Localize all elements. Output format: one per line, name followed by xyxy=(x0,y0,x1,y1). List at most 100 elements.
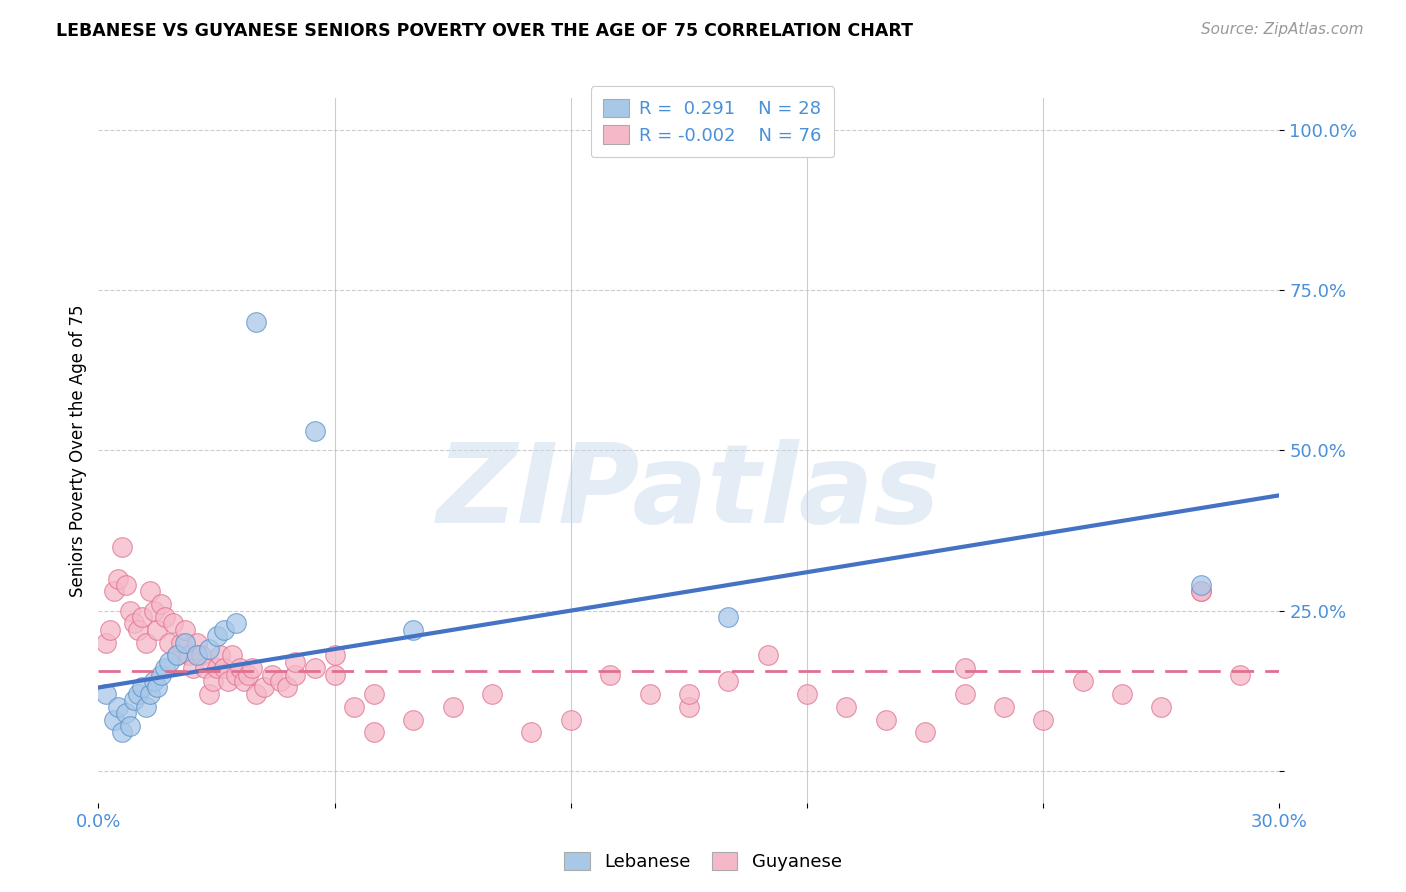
Point xyxy=(194,661,217,675)
Point xyxy=(363,687,385,701)
Point xyxy=(914,725,936,739)
Point xyxy=(205,661,228,675)
Point xyxy=(131,681,153,695)
Point xyxy=(1189,584,1212,599)
Point xyxy=(155,610,177,624)
Point xyxy=(127,623,149,637)
Point xyxy=(205,629,228,643)
Point xyxy=(225,667,247,681)
Point xyxy=(402,713,425,727)
Point xyxy=(993,699,1015,714)
Point xyxy=(221,648,243,663)
Point xyxy=(260,667,283,681)
Point xyxy=(96,635,118,649)
Point xyxy=(138,687,160,701)
Legend: R =  0.291    N = 28, R = -0.002    N = 76: R = 0.291 N = 28, R = -0.002 N = 76 xyxy=(591,86,834,157)
Point xyxy=(103,713,125,727)
Point xyxy=(638,687,661,701)
Point xyxy=(181,661,204,675)
Point xyxy=(174,623,197,637)
Point xyxy=(835,699,858,714)
Point xyxy=(875,713,897,727)
Point xyxy=(245,315,267,329)
Point xyxy=(155,661,177,675)
Point xyxy=(284,667,307,681)
Point xyxy=(304,424,326,438)
Point xyxy=(157,635,180,649)
Point xyxy=(177,648,200,663)
Point xyxy=(1032,713,1054,727)
Point xyxy=(135,635,157,649)
Point xyxy=(233,674,256,689)
Point xyxy=(135,699,157,714)
Point xyxy=(756,648,779,663)
Point xyxy=(190,648,212,663)
Point xyxy=(284,655,307,669)
Point xyxy=(717,610,740,624)
Point xyxy=(240,661,263,675)
Point xyxy=(201,674,224,689)
Point xyxy=(197,687,219,701)
Point xyxy=(138,584,160,599)
Point xyxy=(214,661,236,675)
Point xyxy=(111,725,134,739)
Point xyxy=(276,681,298,695)
Point xyxy=(1150,699,1173,714)
Point xyxy=(253,681,276,695)
Point xyxy=(96,687,118,701)
Point xyxy=(323,667,346,681)
Point xyxy=(269,674,291,689)
Point xyxy=(146,623,169,637)
Point xyxy=(170,635,193,649)
Text: LEBANESE VS GUYANESE SENIORS POVERTY OVER THE AGE OF 75 CORRELATION CHART: LEBANESE VS GUYANESE SENIORS POVERTY OVE… xyxy=(56,22,914,40)
Point xyxy=(103,584,125,599)
Point xyxy=(717,674,740,689)
Point xyxy=(118,604,141,618)
Point xyxy=(363,725,385,739)
Point xyxy=(217,674,239,689)
Point xyxy=(1071,674,1094,689)
Point xyxy=(520,725,543,739)
Point xyxy=(186,635,208,649)
Point xyxy=(1229,667,1251,681)
Point xyxy=(146,681,169,695)
Point xyxy=(166,648,188,663)
Point xyxy=(953,687,976,701)
Point xyxy=(150,667,173,681)
Point xyxy=(166,648,188,663)
Point xyxy=(186,648,208,663)
Legend: Lebanese, Guyanese: Lebanese, Guyanese xyxy=(557,845,849,879)
Y-axis label: Seniors Poverty Over the Age of 75: Seniors Poverty Over the Age of 75 xyxy=(69,304,87,597)
Point xyxy=(1111,687,1133,701)
Point xyxy=(796,687,818,701)
Text: ZIPatlas: ZIPatlas xyxy=(437,439,941,546)
Point xyxy=(678,699,700,714)
Point xyxy=(142,604,165,618)
Point xyxy=(157,655,180,669)
Point xyxy=(225,616,247,631)
Point xyxy=(107,572,129,586)
Point xyxy=(245,687,267,701)
Point xyxy=(98,623,121,637)
Point xyxy=(441,699,464,714)
Point xyxy=(214,623,236,637)
Point xyxy=(131,610,153,624)
Point xyxy=(1189,584,1212,599)
Point xyxy=(304,661,326,675)
Point xyxy=(115,578,138,592)
Point xyxy=(209,648,232,663)
Point xyxy=(481,687,503,701)
Point xyxy=(953,661,976,675)
Point xyxy=(560,713,582,727)
Point xyxy=(599,667,621,681)
Point xyxy=(402,623,425,637)
Point xyxy=(678,687,700,701)
Point xyxy=(197,642,219,657)
Point xyxy=(174,635,197,649)
Point xyxy=(343,699,366,714)
Point xyxy=(115,706,138,720)
Point xyxy=(142,674,165,689)
Point xyxy=(107,699,129,714)
Point xyxy=(122,616,145,631)
Point xyxy=(150,597,173,611)
